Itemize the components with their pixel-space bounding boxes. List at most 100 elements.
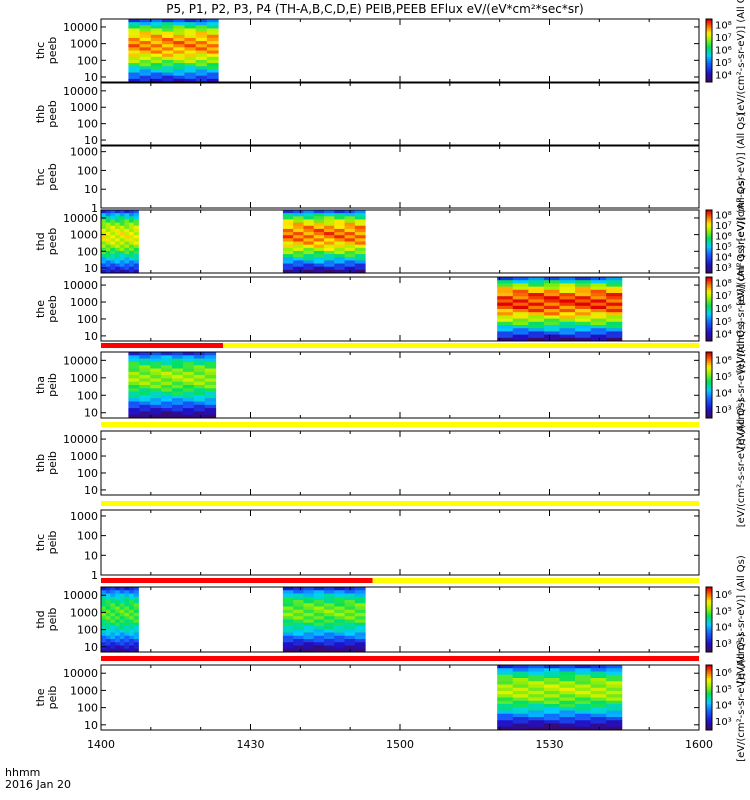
spectrogram-cell — [575, 720, 592, 724]
spectrogram-cell — [150, 414, 162, 419]
spectrogram-cell — [543, 305, 560, 310]
spectrogram-cell — [119, 639, 125, 643]
spectrogram-cell — [606, 318, 623, 323]
spectrogram-cell — [139, 352, 151, 356]
spectrogram-cell — [528, 280, 545, 284]
spectrogram-cell — [324, 241, 335, 246]
spectrogram-cell — [528, 331, 545, 336]
colorbar-cell — [706, 367, 712, 371]
spectrogram-cell — [606, 681, 623, 685]
spectrogram-cell — [139, 22, 152, 26]
spectrogram-cell — [497, 710, 514, 715]
spectrogram-cell — [206, 50, 219, 55]
spectrogram-cell — [101, 635, 107, 640]
spectrogram-block — [282, 210, 366, 274]
spectrogram-cell — [606, 321, 623, 326]
spectrogram-cell — [133, 616, 139, 620]
spectrogram-cell — [124, 219, 130, 224]
colorbar-unit-label: [eV/(cm²-s-sr-eV)] (All Qs) — [736, 321, 747, 450]
colorbar-cell — [706, 264, 712, 268]
spectrogram-cell — [354, 587, 366, 591]
spectrogram-cell — [334, 238, 346, 242]
spectrogram-block — [497, 277, 623, 342]
colorbar-tick-label: 10⁶ — [715, 355, 732, 366]
spectrogram-cell — [115, 619, 121, 624]
spectrogram-cell — [303, 603, 315, 607]
spectrogram-cell — [575, 713, 592, 718]
spectrogram-cell — [324, 254, 335, 258]
spectrogram-cell — [528, 315, 545, 320]
colorbar-cell — [706, 311, 712, 314]
spectrogram-cell — [139, 411, 151, 416]
spectrogram-cell — [101, 219, 107, 224]
spectrogram-cell — [105, 260, 111, 265]
spectrogram-cell — [101, 269, 107, 274]
spectrogram-cell — [101, 603, 107, 607]
spectrogram-cell — [303, 257, 315, 261]
spectrogram-cell — [497, 694, 514, 698]
spectrogram-cell — [590, 687, 607, 692]
colorbar-cell — [706, 669, 712, 672]
colorbar-cell — [706, 243, 712, 247]
spectrogram-cell — [173, 75, 185, 80]
spectrogram-cell — [129, 603, 135, 607]
spectrogram-cell — [497, 283, 514, 288]
spectrogram-cell — [193, 388, 206, 393]
spectrogram-cell — [133, 241, 139, 246]
spectrogram-cell — [133, 232, 139, 236]
spectrogram-cell — [193, 401, 206, 406]
spectrogram-cell — [119, 257, 125, 261]
spectrogram-cell — [173, 59, 185, 64]
colorbar-cell — [706, 400, 712, 404]
spectrogram-cell — [119, 622, 125, 627]
spectrogram-cell — [101, 645, 107, 650]
spectrogram-cell — [575, 700, 592, 705]
spectrogram-cell — [206, 59, 219, 64]
spectrogram-cell — [282, 241, 294, 246]
colorbar-cell — [706, 695, 712, 698]
spectrogram-cell — [161, 401, 173, 406]
spectrogram-cell — [324, 213, 335, 217]
spectrogram-cell — [528, 299, 545, 304]
colorbar-cell — [706, 402, 712, 406]
spectrogram-cell — [124, 266, 130, 271]
colorbar-cell — [706, 300, 712, 304]
spectrogram-cell — [497, 296, 514, 300]
spectrogram-cell — [128, 66, 141, 70]
spectrogram-cell — [293, 219, 304, 224]
spectrogram-cell — [303, 219, 315, 224]
spectrogram-cell — [303, 642, 315, 646]
spectrogram-cell — [139, 47, 152, 51]
spectrogram-cell — [528, 277, 545, 281]
spectrogram-cell — [162, 19, 174, 23]
spectrogram-cell — [606, 305, 623, 310]
spectrogram-cell — [129, 645, 135, 650]
spectrogram-cell — [313, 645, 325, 650]
spectrogram-cell — [115, 213, 121, 217]
spectrogram-cell — [590, 299, 607, 304]
spectrogram-cell — [575, 668, 592, 672]
spectrogram-cell — [124, 210, 130, 214]
spectrogram-cell — [282, 632, 294, 637]
spectrogram-cell — [150, 404, 162, 409]
spectrogram-cell — [512, 280, 529, 284]
spectrogram-cell — [129, 263, 135, 268]
spectrogram-cell — [172, 401, 184, 406]
spectrogram-cell — [150, 47, 163, 51]
spectrogram-cell — [334, 225, 346, 230]
spectrogram-cell — [543, 704, 560, 708]
spectrogram-cell — [101, 232, 107, 236]
spectrogram-cell — [129, 250, 135, 255]
colorbar-cell — [706, 220, 712, 224]
colorbar-cell — [706, 630, 712, 633]
spectrogram-cell — [128, 375, 140, 379]
spectrogram-cell — [590, 293, 607, 297]
spectrogram-cell — [303, 250, 315, 255]
colorbar-cell — [706, 44, 712, 47]
spectrogram-cell — [543, 694, 560, 698]
spectrogram-cell — [162, 28, 174, 33]
spectrogram-cell — [334, 593, 346, 598]
